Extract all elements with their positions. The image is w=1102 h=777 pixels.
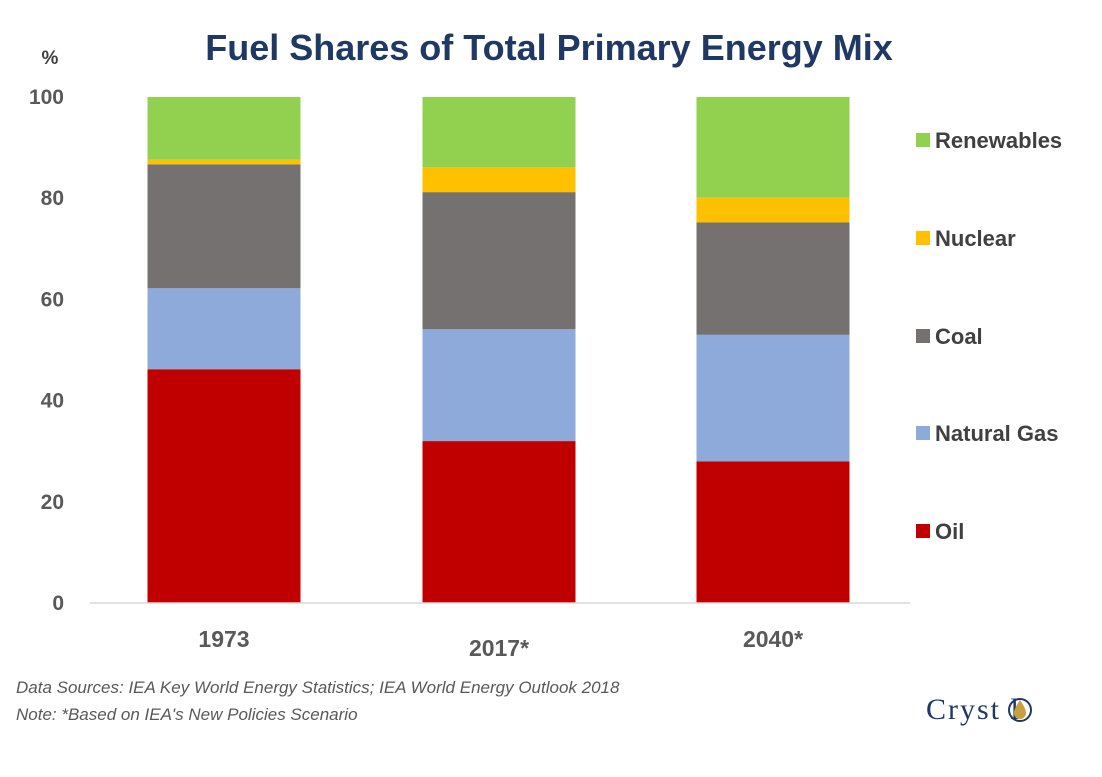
bar-segment-nuclear-0: [148, 160, 301, 165]
y-tick-label: 0: [52, 592, 64, 615]
x-tick-label: 1973: [198, 626, 249, 652]
x-axis-ticks: 1973 2017* 2040*: [198, 626, 803, 661]
data-sources-note: Data Sources: IEA Key World Energy Stati…: [16, 678, 620, 697]
legend-label-renewables: Renewables: [935, 128, 1062, 153]
legend-swatch-renewables: [916, 133, 930, 147]
bar-segment-renewables-1: [423, 97, 576, 167]
bar-segment-renewables-2: [697, 97, 850, 198]
chart-title: Fuel Shares of Total Primary Energy Mix: [205, 27, 893, 68]
bar-segment-natural-gas-2: [697, 335, 850, 462]
bar-segment-coal-2: [697, 222, 850, 334]
bar-segment-renewables-0: [148, 97, 301, 160]
logo-wordmark: Cryst l: [926, 693, 1021, 726]
x-tick-label: 2017*: [469, 635, 529, 661]
y-tick-label: 40: [41, 390, 64, 413]
legend-swatch-nuclear: [916, 231, 930, 245]
y-tick-label: 60: [41, 288, 64, 311]
bar-segment-oil-2: [697, 461, 850, 603]
crystol-logo: Cryst l: [926, 693, 1031, 726]
legend-swatch-natural-gas: [916, 426, 930, 440]
bars-group: [148, 97, 850, 603]
y-axis-unit-label: %: [42, 48, 59, 69]
bar-segment-natural-gas-1: [423, 329, 576, 441]
y-axis-ticks: 0 20 40 60 80 100: [29, 86, 64, 615]
legend-label-oil: Oil: [935, 519, 964, 544]
bar-segment-coal-1: [423, 192, 576, 329]
legend-label-natural-gas: Natural Gas: [935, 421, 1059, 446]
legend-swatch-oil: [916, 524, 930, 538]
legend-label-nuclear: Nuclear: [935, 226, 1016, 251]
stacked-bar-chart: Fuel Shares of Total Primary Energy Mix …: [0, 0, 1102, 777]
y-tick-label: 100: [29, 86, 64, 109]
y-tick-label: 80: [41, 187, 64, 210]
bar-segment-coal-0: [148, 164, 301, 288]
bar-segment-oil-0: [148, 369, 301, 603]
bar-segment-nuclear-1: [423, 167, 576, 192]
bar-segment-nuclear-2: [697, 198, 850, 223]
bar-segment-natural-gas-0: [148, 288, 301, 369]
legend: Renewables Nuclear Coal Natural Gas Oil: [916, 128, 1062, 544]
x-tick-label: 2040*: [743, 626, 803, 652]
scenario-note: Note: *Based on IEA's New Policies Scena…: [16, 705, 358, 724]
legend-label-coal: Coal: [935, 324, 983, 349]
legend-swatch-coal: [916, 329, 930, 343]
y-tick-label: 20: [41, 491, 64, 514]
bar-segment-oil-1: [423, 441, 576, 603]
